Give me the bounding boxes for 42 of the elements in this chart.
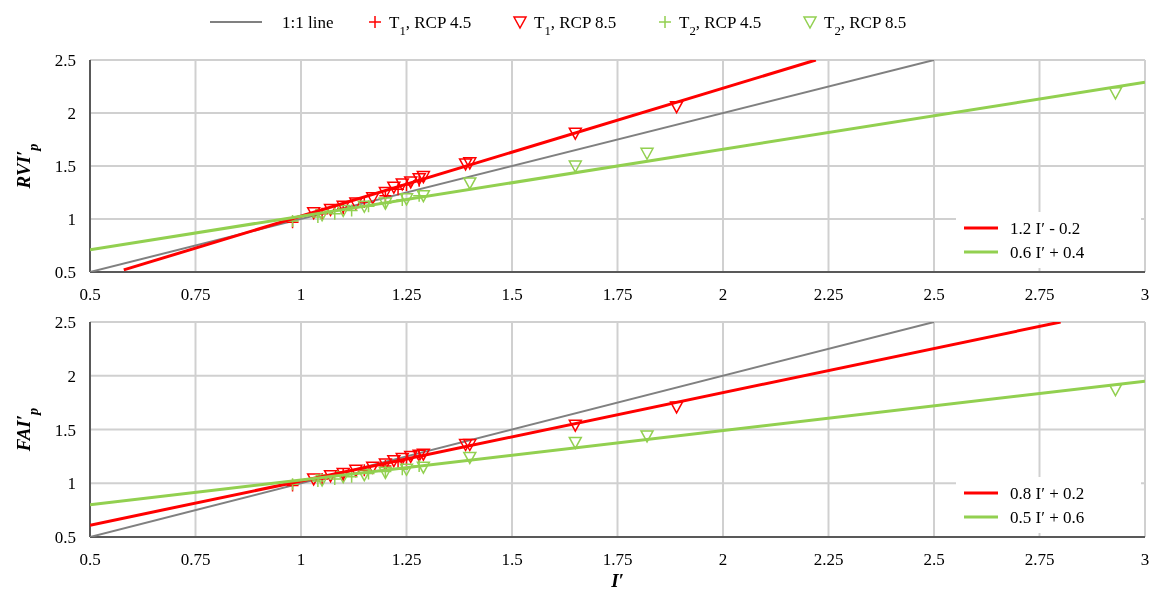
x-tick-label: 1.25 (391, 285, 422, 304)
legend-label: T$_{2}$, RCP 8.5 (824, 13, 907, 38)
x-tick-label: 2.5 (923, 285, 945, 304)
x-tick-label: 1.25 (391, 550, 422, 569)
legend-label: T$_{1}$, RCP 8.5 (534, 13, 617, 38)
x-tick-label: 1.5 (501, 550, 523, 569)
x-tick-label: 0.75 (180, 285, 211, 304)
y-tick-label: 1 (67, 210, 76, 229)
legend-label: T$_{2}$, RCP 4.5 (679, 13, 762, 38)
x-tick-label: 2 (718, 550, 728, 569)
x-tick-label: 2.25 (813, 285, 844, 304)
legend-label: 0.8 I′ + 0.2 (1010, 484, 1085, 503)
legend-label: 1.2 I′ - 0.2 (1010, 219, 1081, 238)
y-tick-label: 1.5 (54, 157, 76, 176)
x-tick-label: 3 (1140, 550, 1150, 569)
x-tick-label: 2.5 (923, 550, 945, 569)
y-tick-label: 1.5 (54, 420, 76, 440)
y-tick-label: 0.5 (54, 528, 76, 547)
x-axis-title: I′ (610, 570, 624, 591)
x-tick-label: 1 (296, 285, 306, 304)
legend-label: 0.5 I′ + 0.6 (1010, 508, 1085, 527)
y-tick-label: 2.5 (54, 51, 76, 70)
y-tick-label: 0.5 (54, 263, 76, 282)
x-tick-label: 3 (1140, 285, 1150, 304)
x-tick-label: 2.25 (813, 550, 844, 569)
x-tick-label: 2.75 (1024, 285, 1055, 304)
y-tick-label: 2.5 (54, 313, 76, 332)
x-tick-label: 0.5 (79, 285, 101, 304)
legend-label: 1:1 line (282, 13, 334, 32)
x-tick-label: 2 (718, 285, 728, 304)
x-tick-label: 0.75 (180, 550, 211, 569)
y-tick-label: 1 (67, 474, 76, 494)
x-tick-label: 1.5 (501, 285, 523, 304)
x-tick-label: 1.75 (602, 550, 633, 569)
y-tick-label: 2 (67, 366, 76, 386)
x-tick-label: 1 (296, 550, 306, 569)
y-tick-label: 2 (67, 104, 76, 123)
legend-label: T$_{1}$, RCP 4.5 (389, 13, 472, 38)
x-tick-label: 0.5 (79, 550, 101, 569)
x-tick-label: 1.75 (602, 285, 633, 304)
legend-label: 0.6 I′ + 0.4 (1010, 243, 1085, 262)
x-tick-label: 2.75 (1024, 550, 1055, 569)
